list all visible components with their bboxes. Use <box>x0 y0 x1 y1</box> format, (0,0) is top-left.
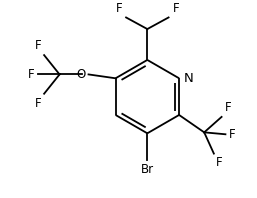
Text: O: O <box>76 68 86 81</box>
Text: F: F <box>224 101 231 114</box>
Text: F: F <box>172 2 179 15</box>
Text: N: N <box>184 72 194 85</box>
Text: F: F <box>216 156 222 169</box>
Text: F: F <box>116 2 122 15</box>
Text: F: F <box>35 39 41 52</box>
Text: Br: Br <box>141 163 154 176</box>
Text: F: F <box>229 128 236 141</box>
Text: F: F <box>28 68 34 81</box>
Text: F: F <box>35 97 41 110</box>
